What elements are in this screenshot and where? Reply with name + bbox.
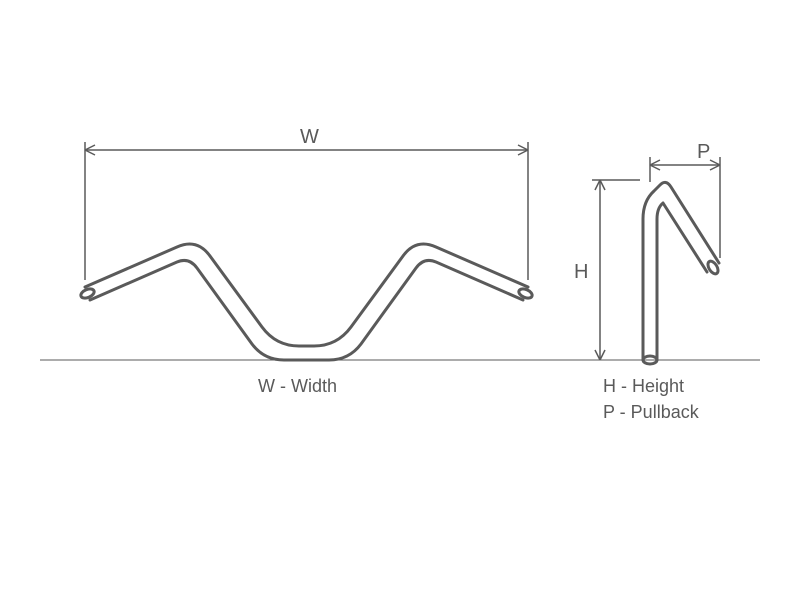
handlebar-side-outline-right <box>657 203 707 360</box>
label-p: P <box>697 141 710 163</box>
label-w: W <box>300 126 319 148</box>
handlebar-front-outline-top <box>85 244 528 346</box>
label-h: H <box>574 261 588 283</box>
legend-pullback: P - Pullback <box>603 402 700 422</box>
legend-height: H - Height <box>603 376 684 396</box>
legend-width: W - Width <box>258 376 337 396</box>
